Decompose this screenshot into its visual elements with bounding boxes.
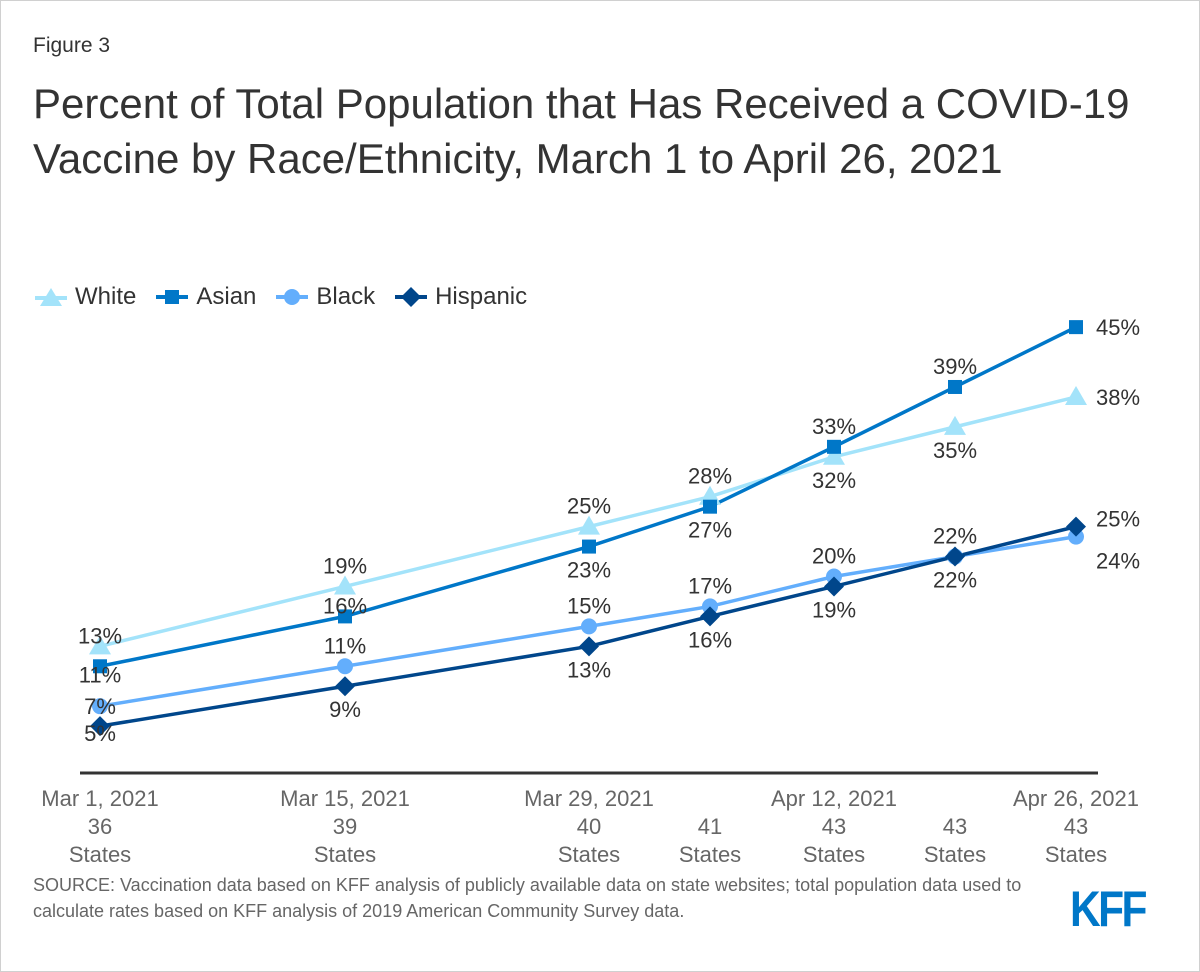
states-count-label: 40	[577, 814, 601, 839]
data-point-asian	[827, 439, 841, 454]
data-label: 11%	[79, 662, 121, 687]
states-word-label: States	[314, 842, 376, 867]
data-point-hispanic	[824, 576, 844, 597]
states-word-label: States	[1045, 842, 1107, 867]
data-label: 16%	[688, 627, 732, 652]
data-point-white	[944, 415, 966, 435]
data-point-asian	[1069, 320, 1083, 335]
data-label: 25%	[567, 494, 611, 519]
data-label: 13%	[567, 657, 611, 682]
data-point-asian	[93, 659, 107, 674]
legend: White Asian Black Hispanic	[33, 283, 527, 311]
legend-item-white: White	[33, 283, 136, 311]
data-label: 39%	[933, 354, 977, 379]
legend-label: Black	[316, 283, 376, 310]
states-word-label: States	[558, 842, 620, 867]
data-label: 15%	[567, 593, 611, 618]
data-point-white	[578, 515, 600, 535]
data-label: 32%	[812, 468, 856, 493]
data-label: 45%	[1096, 315, 1140, 340]
data-label: 13%	[78, 623, 122, 648]
data-label: 24%	[1096, 549, 1140, 574]
data-label: 35%	[933, 438, 977, 463]
data-point-hispanic	[1066, 516, 1086, 537]
data-label: 33%	[812, 414, 856, 439]
states-count-label: 43	[822, 814, 846, 839]
x-tick-label: Apr 26, 2021	[1013, 786, 1139, 811]
data-label: 20%	[812, 544, 856, 569]
data-point-asian	[948, 379, 962, 394]
data-point-hispanic	[335, 676, 355, 697]
x-tick-label: Apr 12, 2021	[771, 786, 897, 811]
data-point-hispanic	[90, 716, 110, 737]
data-point-white	[334, 575, 356, 595]
data-point-hispanic	[579, 636, 599, 657]
data-label: 27%	[688, 518, 732, 543]
data-label: 22%	[933, 568, 977, 593]
triangle-marker-icon	[35, 288, 67, 306]
data-label: 7%	[84, 694, 116, 719]
data-label: 38%	[1096, 385, 1140, 410]
x-tick-label: Mar 1, 2021	[41, 786, 158, 811]
data-point-asian	[582, 539, 596, 554]
kff-logo: KFF	[1070, 881, 1148, 937]
data-point-black	[337, 658, 353, 675]
x-tick-label: Mar 29, 2021	[524, 786, 654, 811]
states-word-label: States	[679, 842, 741, 867]
data-label: 9%	[329, 697, 361, 722]
data-label: 19%	[323, 553, 367, 578]
data-label: 5%	[84, 721, 116, 746]
data-point-white	[1065, 385, 1087, 405]
data-label: 17%	[688, 573, 732, 598]
data-label: 16%	[323, 593, 367, 618]
diamond-marker-icon	[395, 287, 428, 307]
states-count-label: 43	[1064, 814, 1088, 839]
states-word-label: States	[803, 842, 865, 867]
circle-marker-icon	[276, 289, 309, 305]
legend-item-asian: Asian	[154, 283, 256, 311]
data-point-black	[92, 698, 108, 715]
legend-label: White	[75, 283, 137, 310]
data-point-white	[823, 445, 845, 465]
states-count-label: 41	[698, 814, 722, 839]
data-label: 25%	[1096, 507, 1140, 532]
legend-label: Hispanic	[435, 283, 528, 310]
data-point-hispanic	[700, 606, 720, 627]
legend-label: Asian	[196, 283, 257, 310]
data-point-hispanic	[945, 546, 965, 567]
states-word-label: States	[924, 842, 986, 867]
data-label: 22%	[933, 524, 977, 549]
data-label: 23%	[567, 558, 611, 583]
square-marker-icon	[156, 290, 189, 304]
chart-title: Percent of Total Population that Has Rec…	[33, 80, 1130, 182]
source-note: SOURCE: Vaccination data based on KFF an…	[33, 875, 1022, 921]
states-count-label: 39	[333, 814, 357, 839]
data-point-asian	[338, 609, 352, 624]
x-tick-label: Mar 15, 2021	[280, 786, 410, 811]
data-point-black	[581, 618, 597, 635]
data-label: 28%	[688, 464, 732, 489]
data-point-asian	[703, 499, 717, 514]
figure-label: Figure 3	[33, 34, 111, 57]
legend-item-black: Black	[274, 283, 375, 311]
data-label: 11%	[324, 633, 366, 658]
states-word-label: States	[69, 842, 131, 867]
states-count-label: 36	[88, 814, 112, 839]
data-label: 19%	[812, 597, 856, 622]
data-point-white	[89, 635, 111, 655]
legend-item-hispanic: Hispanic	[393, 283, 527, 311]
states-count-label: 43	[943, 814, 967, 839]
